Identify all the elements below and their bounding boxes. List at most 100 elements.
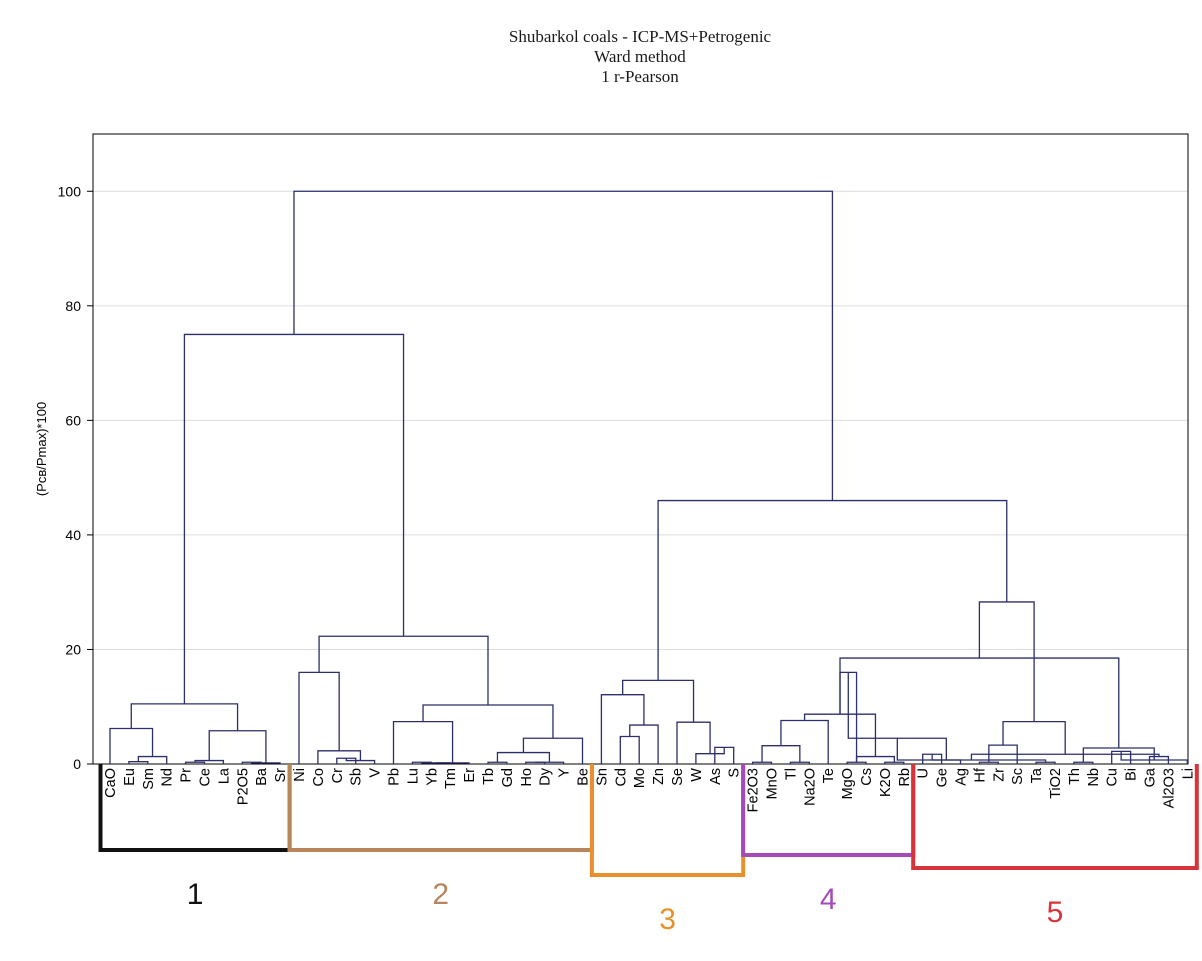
leaf-label-er: Er — [462, 768, 478, 783]
leaf-label-s: S — [727, 768, 743, 778]
link-n54 — [1002, 720, 1066, 755]
leaf-label-zn: Zn — [651, 768, 667, 785]
leaf-label-lu: Lu — [405, 768, 421, 784]
leaf-label-bi: Bi — [1124, 768, 1140, 781]
link-n58 — [293, 190, 834, 501]
link-n26 — [629, 724, 659, 764]
link-n56 — [978, 601, 1035, 722]
link-n57 — [657, 499, 1008, 681]
chart-title: Shubarkol coals - ICP-MS+Petrogenic Ward… — [509, 27, 772, 86]
group-label-2: 2 — [432, 878, 449, 911]
leaf-label-nb: Nb — [1086, 768, 1102, 787]
link-n12 — [298, 671, 340, 764]
link-n4 — [194, 759, 225, 764]
leaf-label-cao: CaO — [103, 768, 119, 798]
leaf-label-be: Be — [576, 768, 592, 786]
leaf-label-sm: Sm — [141, 768, 157, 790]
link-n25 — [619, 735, 640, 764]
leaf-label-pr: Pr — [179, 768, 195, 783]
leaf-label-hf: Hf — [972, 767, 988, 782]
y-axis-label: (Pсв/Pmax)*100 — [34, 402, 49, 496]
link-n15 — [436, 762, 470, 764]
leaf-label-tio2: TiO2 — [1048, 768, 1064, 799]
leaf-label-cu: Cu — [1105, 768, 1121, 787]
leaf-label-y: Y — [557, 768, 573, 778]
leaf-label-ge: Ge — [935, 768, 951, 787]
leaf-label-th: Th — [1067, 768, 1083, 785]
group-label-5: 5 — [1047, 896, 1064, 929]
leaf-label-tm: Tm — [443, 768, 459, 789]
leaf-label-w: W — [689, 768, 705, 782]
leaf-label-ba: Ba — [254, 767, 270, 786]
link-n39 — [803, 713, 877, 757]
leaf-label-tb: Tb — [481, 768, 497, 785]
link-n1 — [137, 755, 168, 764]
plot-frame — [92, 133, 1189, 765]
link-n46 — [1035, 761, 1056, 764]
leaf-label-u: U — [916, 768, 932, 778]
leaf-label-se: Se — [670, 768, 686, 786]
link-n32 — [751, 761, 773, 764]
group-label-3: 3 — [659, 903, 676, 936]
y-tick-label: 20 — [65, 641, 81, 657]
y-axis: 0 20 40 60 80 100 — [58, 183, 93, 772]
leaf-label-as: As — [708, 768, 724, 785]
leaf-label-yb: Yb — [424, 768, 440, 786]
link-n21 — [522, 737, 584, 764]
link-n30 — [676, 721, 711, 764]
leaf-label-sc: Sc — [1010, 768, 1026, 785]
grid-lines — [93, 190, 1188, 650]
title-line-3: 1 r-Pearson — [601, 67, 679, 86]
link-n27 — [600, 694, 645, 764]
link-n10 — [345, 758, 376, 764]
leaf-label-ta: Ta — [1029, 767, 1045, 783]
link-n55 — [839, 657, 1120, 748]
link-n38 — [855, 755, 895, 763]
link-n17 — [487, 761, 508, 764]
leaf-label-te: Te — [821, 768, 837, 783]
y-tick-label: 80 — [65, 298, 81, 314]
link-n37 — [884, 761, 905, 764]
leaf-label-la: La — [216, 767, 232, 784]
link-n8 — [130, 703, 239, 731]
leaf-label-cd: Cd — [613, 768, 629, 787]
leaf-label-sr: Sr — [273, 768, 289, 783]
leaf-label-ag: Ag — [954, 768, 970, 786]
leaf-label-ce: Ce — [198, 768, 214, 787]
link-n7 — [208, 730, 267, 763]
y-tick-label: 40 — [65, 527, 81, 543]
link-n51 — [1120, 751, 1188, 764]
leaf-label-p2o5: P2O5 — [235, 768, 251, 805]
link-n6 — [251, 762, 281, 764]
leaf-label-al2o3: Al2O3 — [1161, 768, 1177, 808]
link-n20 — [496, 751, 551, 763]
link-n47 — [1073, 761, 1094, 764]
link-n52 — [970, 753, 1160, 760]
y-tick-label: 100 — [58, 183, 82, 199]
leaf-label-v: V — [368, 768, 384, 778]
dendrogram-links — [109, 190, 1188, 764]
leaf-labels: CaO Eu Sm Nd Pr Ce La P2O5 Ba Sr Ni Co Cr Sb V Pb Lu Yb Tm… — [103, 767, 1196, 812]
title-line-1: Shubarkol coals - ICP-MS+Petrogenic — [509, 27, 772, 46]
leaf-label-na2o: Na2O — [802, 768, 818, 806]
leaf-label-k2o: K2O — [878, 768, 894, 797]
link-n19 — [535, 761, 565, 764]
link-n31 — [622, 679, 695, 723]
link-n29 — [695, 747, 725, 764]
cluster-groups: 1 2 3 4 5 — [98, 764, 1199, 936]
link-n53 — [1082, 747, 1155, 763]
group-label-4: 4 — [820, 883, 837, 916]
leaf-label-gd: Gd — [500, 768, 516, 787]
leaf-label-dy: Dy — [538, 767, 554, 785]
link-n34 — [761, 745, 801, 763]
y-tick-label: 0 — [73, 756, 81, 772]
link-n3 — [184, 761, 206, 764]
leaf-label-eu: Eu — [122, 768, 138, 786]
leaf-label-sb: Sb — [349, 768, 365, 786]
leaf-label-cr: Cr — [330, 768, 346, 783]
leaf-label-ga: Ga — [1143, 767, 1159, 787]
leaf-label-ho: Ho — [519, 768, 535, 787]
leaf-label-mno: MnO — [765, 768, 781, 799]
link-n11 — [317, 750, 362, 764]
